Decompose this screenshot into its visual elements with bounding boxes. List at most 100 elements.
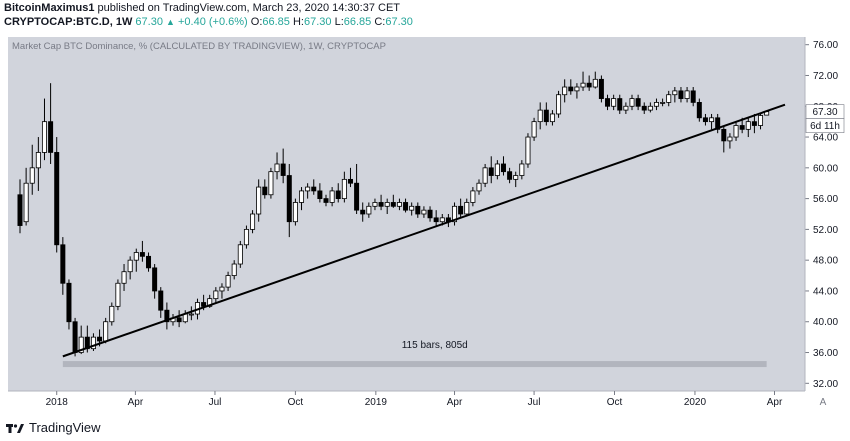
- tradingview-brand[interactable]: TradingView: [6, 420, 101, 435]
- candle: [672, 87, 678, 103]
- candle: [684, 87, 690, 103]
- x-tick-label: Apr: [447, 397, 463, 408]
- candle-body: [335, 190, 341, 200]
- tradingview-logo-icon: [6, 423, 24, 433]
- candle-body: [733, 125, 739, 138]
- candle-body: [598, 78, 604, 99]
- candle: [23, 167, 29, 226]
- candle: [366, 202, 372, 218]
- y-tick-label: 56.00: [813, 194, 838, 205]
- candle: [109, 302, 115, 326]
- candle: [329, 187, 335, 207]
- candle: [574, 83, 580, 99]
- candle-body: [739, 125, 745, 130]
- candle: [629, 94, 635, 111]
- candle-body: [280, 163, 286, 176]
- candle-body: [109, 305, 115, 323]
- x-tick-label: Apr: [767, 397, 783, 408]
- auto-scale-label[interactable]: A: [820, 397, 827, 408]
- candle-body: [494, 163, 500, 176]
- candle: [733, 121, 739, 141]
- x-tick-label: 2018: [46, 397, 69, 408]
- candle: [41, 98, 47, 161]
- candle-body: [696, 102, 702, 119]
- candle: [568, 79, 574, 95]
- candle: [48, 83, 54, 164]
- y-tick-label: 44.00: [813, 286, 838, 297]
- candle: [433, 210, 439, 226]
- candle-body: [17, 194, 23, 226]
- x-tick-label: Oct: [607, 397, 623, 408]
- candle-body: [299, 190, 305, 203]
- support-trendline: [62, 103, 786, 358]
- y-tick-label: 36.00: [813, 348, 838, 359]
- candle-body: [127, 259, 133, 273]
- price-chart[interactable]: 115 bars, 805d Market Cap BTC Dominance,…: [0, 32, 850, 414]
- candle: [176, 310, 182, 328]
- candle: [188, 306, 194, 321]
- candle-body: [390, 202, 396, 207]
- candle-body: [458, 205, 464, 215]
- plot-area[interactable]: [8, 37, 805, 391]
- candle-body: [23, 182, 29, 223]
- candle-body: [225, 275, 231, 288]
- candle: [390, 194, 396, 208]
- candle: [537, 102, 543, 130]
- candle: [250, 210, 256, 234]
- candle: [133, 248, 139, 272]
- candle: [323, 194, 329, 207]
- high-label: H:: [292, 16, 304, 28]
- candle-body: [262, 186, 268, 196]
- open-value: 66.85: [262, 16, 290, 28]
- candle: [335, 183, 341, 203]
- y-tick-label: 72.00: [813, 71, 838, 82]
- candle-body: [41, 121, 47, 153]
- candle-body: [647, 105, 653, 111]
- candle-body: [403, 202, 409, 211]
- candle: [549, 110, 555, 126]
- candle: [384, 198, 390, 214]
- candle-body: [531, 121, 537, 138]
- candle-body: [513, 175, 519, 180]
- candle-body: [347, 178, 353, 184]
- candle-body: [415, 205, 421, 215]
- candle-body: [384, 202, 390, 207]
- candle-body: [666, 94, 672, 103]
- y-tick-label: 60.00: [813, 163, 838, 174]
- candle-body: [207, 298, 213, 307]
- candle-body: [286, 175, 292, 223]
- published-text: published on TradingView.com, March 23, …: [97, 2, 401, 14]
- candle: [635, 94, 641, 111]
- time-axis[interactable]: 2018 Apr Jul Oct 2019 Apr Jul Oct 2020 Apr: [8, 390, 805, 408]
- candle-body: [702, 117, 708, 123]
- candle: [213, 287, 219, 303]
- candle: [641, 102, 647, 114]
- candle: [292, 198, 298, 226]
- candle-body: [366, 205, 372, 215]
- author-name[interactable]: BitcoinMaximus1: [4, 2, 95, 14]
- candle: [458, 198, 464, 218]
- candle-body: [213, 290, 219, 300]
- candle: [562, 79, 568, 103]
- x-tick-label: Jul: [528, 397, 541, 408]
- candle-body: [525, 136, 531, 165]
- up-triangle-icon: ▲: [166, 17, 175, 27]
- candle-body: [751, 121, 757, 126]
- candle: [115, 279, 121, 311]
- candle-body: [305, 186, 311, 192]
- candle: [476, 179, 482, 195]
- auto-scale-button[interactable]: A: [820, 397, 827, 408]
- candle: [347, 167, 353, 188]
- candle-body: [592, 78, 598, 88]
- candle: [464, 198, 470, 216]
- candle: [647, 102, 653, 113]
- candle-body: [574, 86, 580, 92]
- candle: [35, 137, 41, 191]
- candle-body: [482, 167, 488, 184]
- candle-body: [292, 202, 298, 223]
- candle-body: [452, 205, 458, 223]
- candle: [360, 202, 366, 222]
- y-tick-label: 64.00: [813, 133, 838, 144]
- trendline-layer[interactable]: [62, 103, 786, 358]
- candle: [690, 87, 696, 107]
